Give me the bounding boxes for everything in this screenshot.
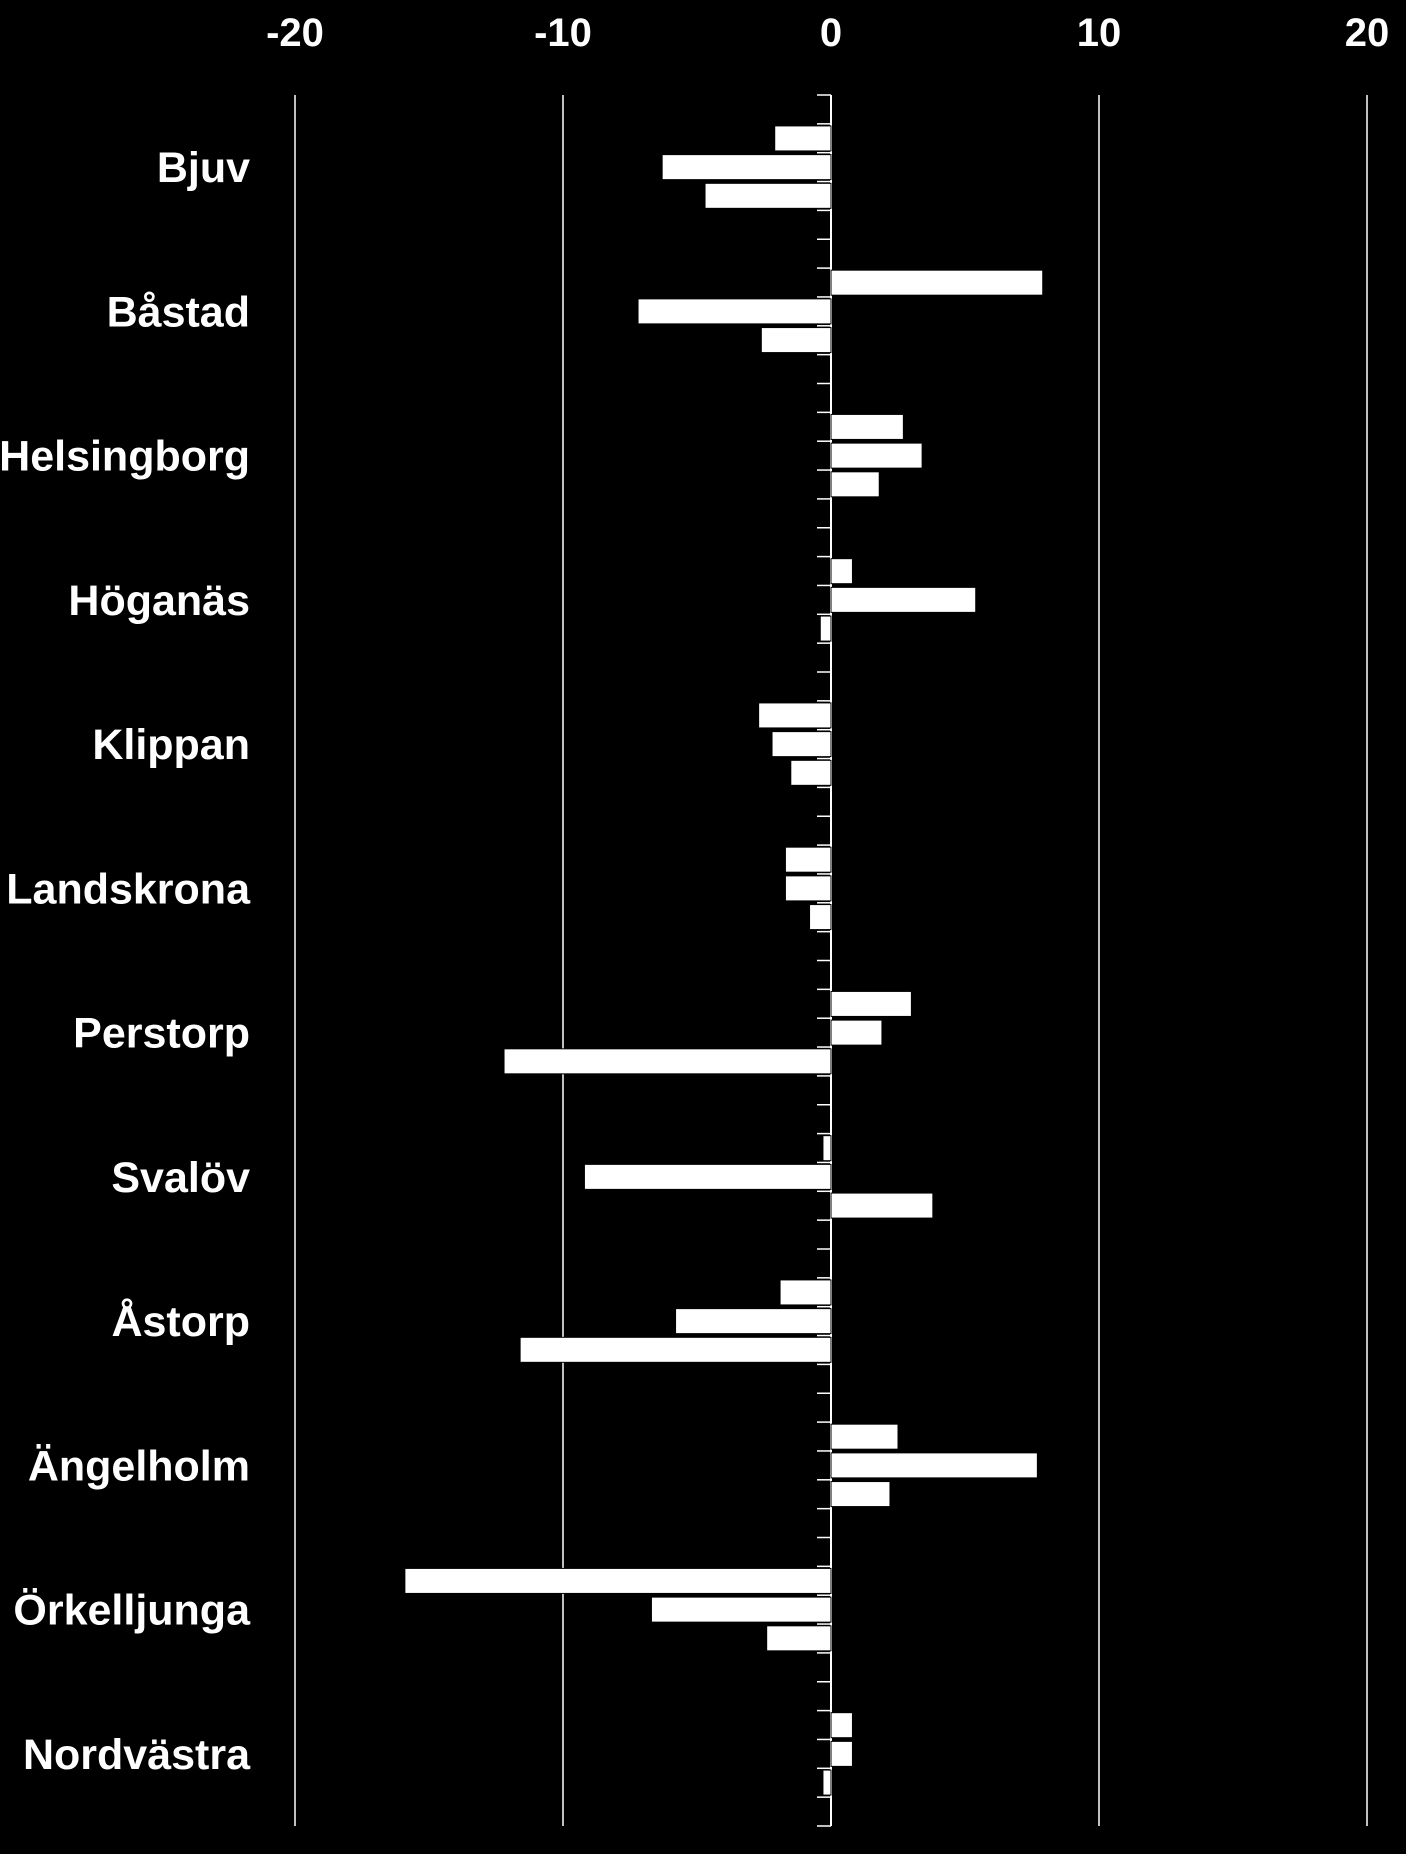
category-label: Bjuv — [157, 144, 250, 192]
bar-helsingborg-series-3 — [830, 471, 880, 498]
bar-klippan-series-2 — [771, 731, 832, 758]
bar-bjuv-series-1 — [774, 125, 832, 152]
x-tick-label: 20 — [1345, 11, 1390, 55]
bar-ängelholm-series-3 — [830, 1481, 891, 1508]
bar-höganäs-series-1 — [830, 558, 853, 585]
category-label: Klippan — [92, 721, 250, 769]
bar-klippan-series-3 — [790, 759, 832, 786]
bar-höganäs-series-2 — [830, 586, 977, 613]
bar-svalöv-series-2 — [583, 1163, 832, 1190]
bar-åstorp-series-2 — [675, 1308, 832, 1335]
bar-klippan-series-1 — [758, 702, 832, 729]
x-tick-label: -10 — [534, 11, 592, 55]
x-tick-label: -20 — [266, 11, 324, 55]
bar-helsingborg-series-1 — [830, 413, 904, 440]
bar-båstad-series-2 — [637, 298, 832, 325]
category-label: Svalöv — [111, 1154, 250, 1202]
bar-helsingborg-series-2 — [830, 442, 923, 469]
bar-svalöv-series-1 — [822, 1135, 832, 1162]
gridlines — [294, 95, 1368, 1826]
category-label: Landskrona — [6, 865, 251, 913]
bar-svalöv-series-3 — [830, 1192, 934, 1219]
x-tick-label: 10 — [1077, 11, 1122, 55]
bar-bjuv-series-3 — [704, 182, 832, 209]
bar-örkelljunga-series-3 — [766, 1625, 832, 1652]
bar-perstorp-series-3 — [503, 1048, 832, 1075]
bar-åstorp-series-3 — [519, 1336, 832, 1363]
bar-perstorp-series-1 — [830, 990, 912, 1017]
zero-axis — [817, 94, 832, 1827]
category-label: Helsingborg — [0, 433, 250, 481]
bar-båstad-series-1 — [830, 269, 1044, 296]
bar-nordvästra-series-2 — [830, 1740, 853, 1767]
category-label: Örkelljunga — [13, 1587, 251, 1635]
bar-landskrona-series-2 — [784, 875, 832, 902]
bar-nordvästra-series-3 — [822, 1769, 832, 1796]
bar-båstad-series-3 — [760, 327, 832, 354]
bar-höganäs-series-3 — [819, 615, 832, 642]
bar-landskrona-series-3 — [809, 904, 832, 931]
bar-örkelljunga-series-2 — [650, 1596, 832, 1623]
bar-ängelholm-series-2 — [830, 1452, 1038, 1479]
category-labels: Bjuv Båstad Helsingborg Höganäs Klippan Lands… — [0, 144, 251, 1779]
x-tick-labels: -20 -10 0 10 20 — [266, 11, 1389, 55]
category-label: Båstad — [107, 288, 250, 336]
bar-åstorp-series-1 — [779, 1279, 832, 1306]
bar-nordvästra-series-1 — [830, 1712, 853, 1739]
bars — [404, 125, 1044, 1796]
category-label: Höganäs — [68, 577, 250, 625]
category-label: Nordvästra — [23, 1731, 251, 1779]
category-label: Åstorp — [111, 1298, 250, 1346]
bar-landskrona-series-1 — [784, 846, 832, 873]
category-label: Perstorp — [73, 1010, 250, 1058]
bar-perstorp-series-2 — [830, 1019, 883, 1046]
x-tick-label: 0 — [820, 11, 842, 55]
bar-ängelholm-series-1 — [830, 1423, 899, 1450]
bar-bjuv-series-2 — [661, 154, 832, 181]
bar-örkelljunga-series-1 — [404, 1567, 832, 1594]
category-label: Ängelholm — [28, 1442, 250, 1490]
